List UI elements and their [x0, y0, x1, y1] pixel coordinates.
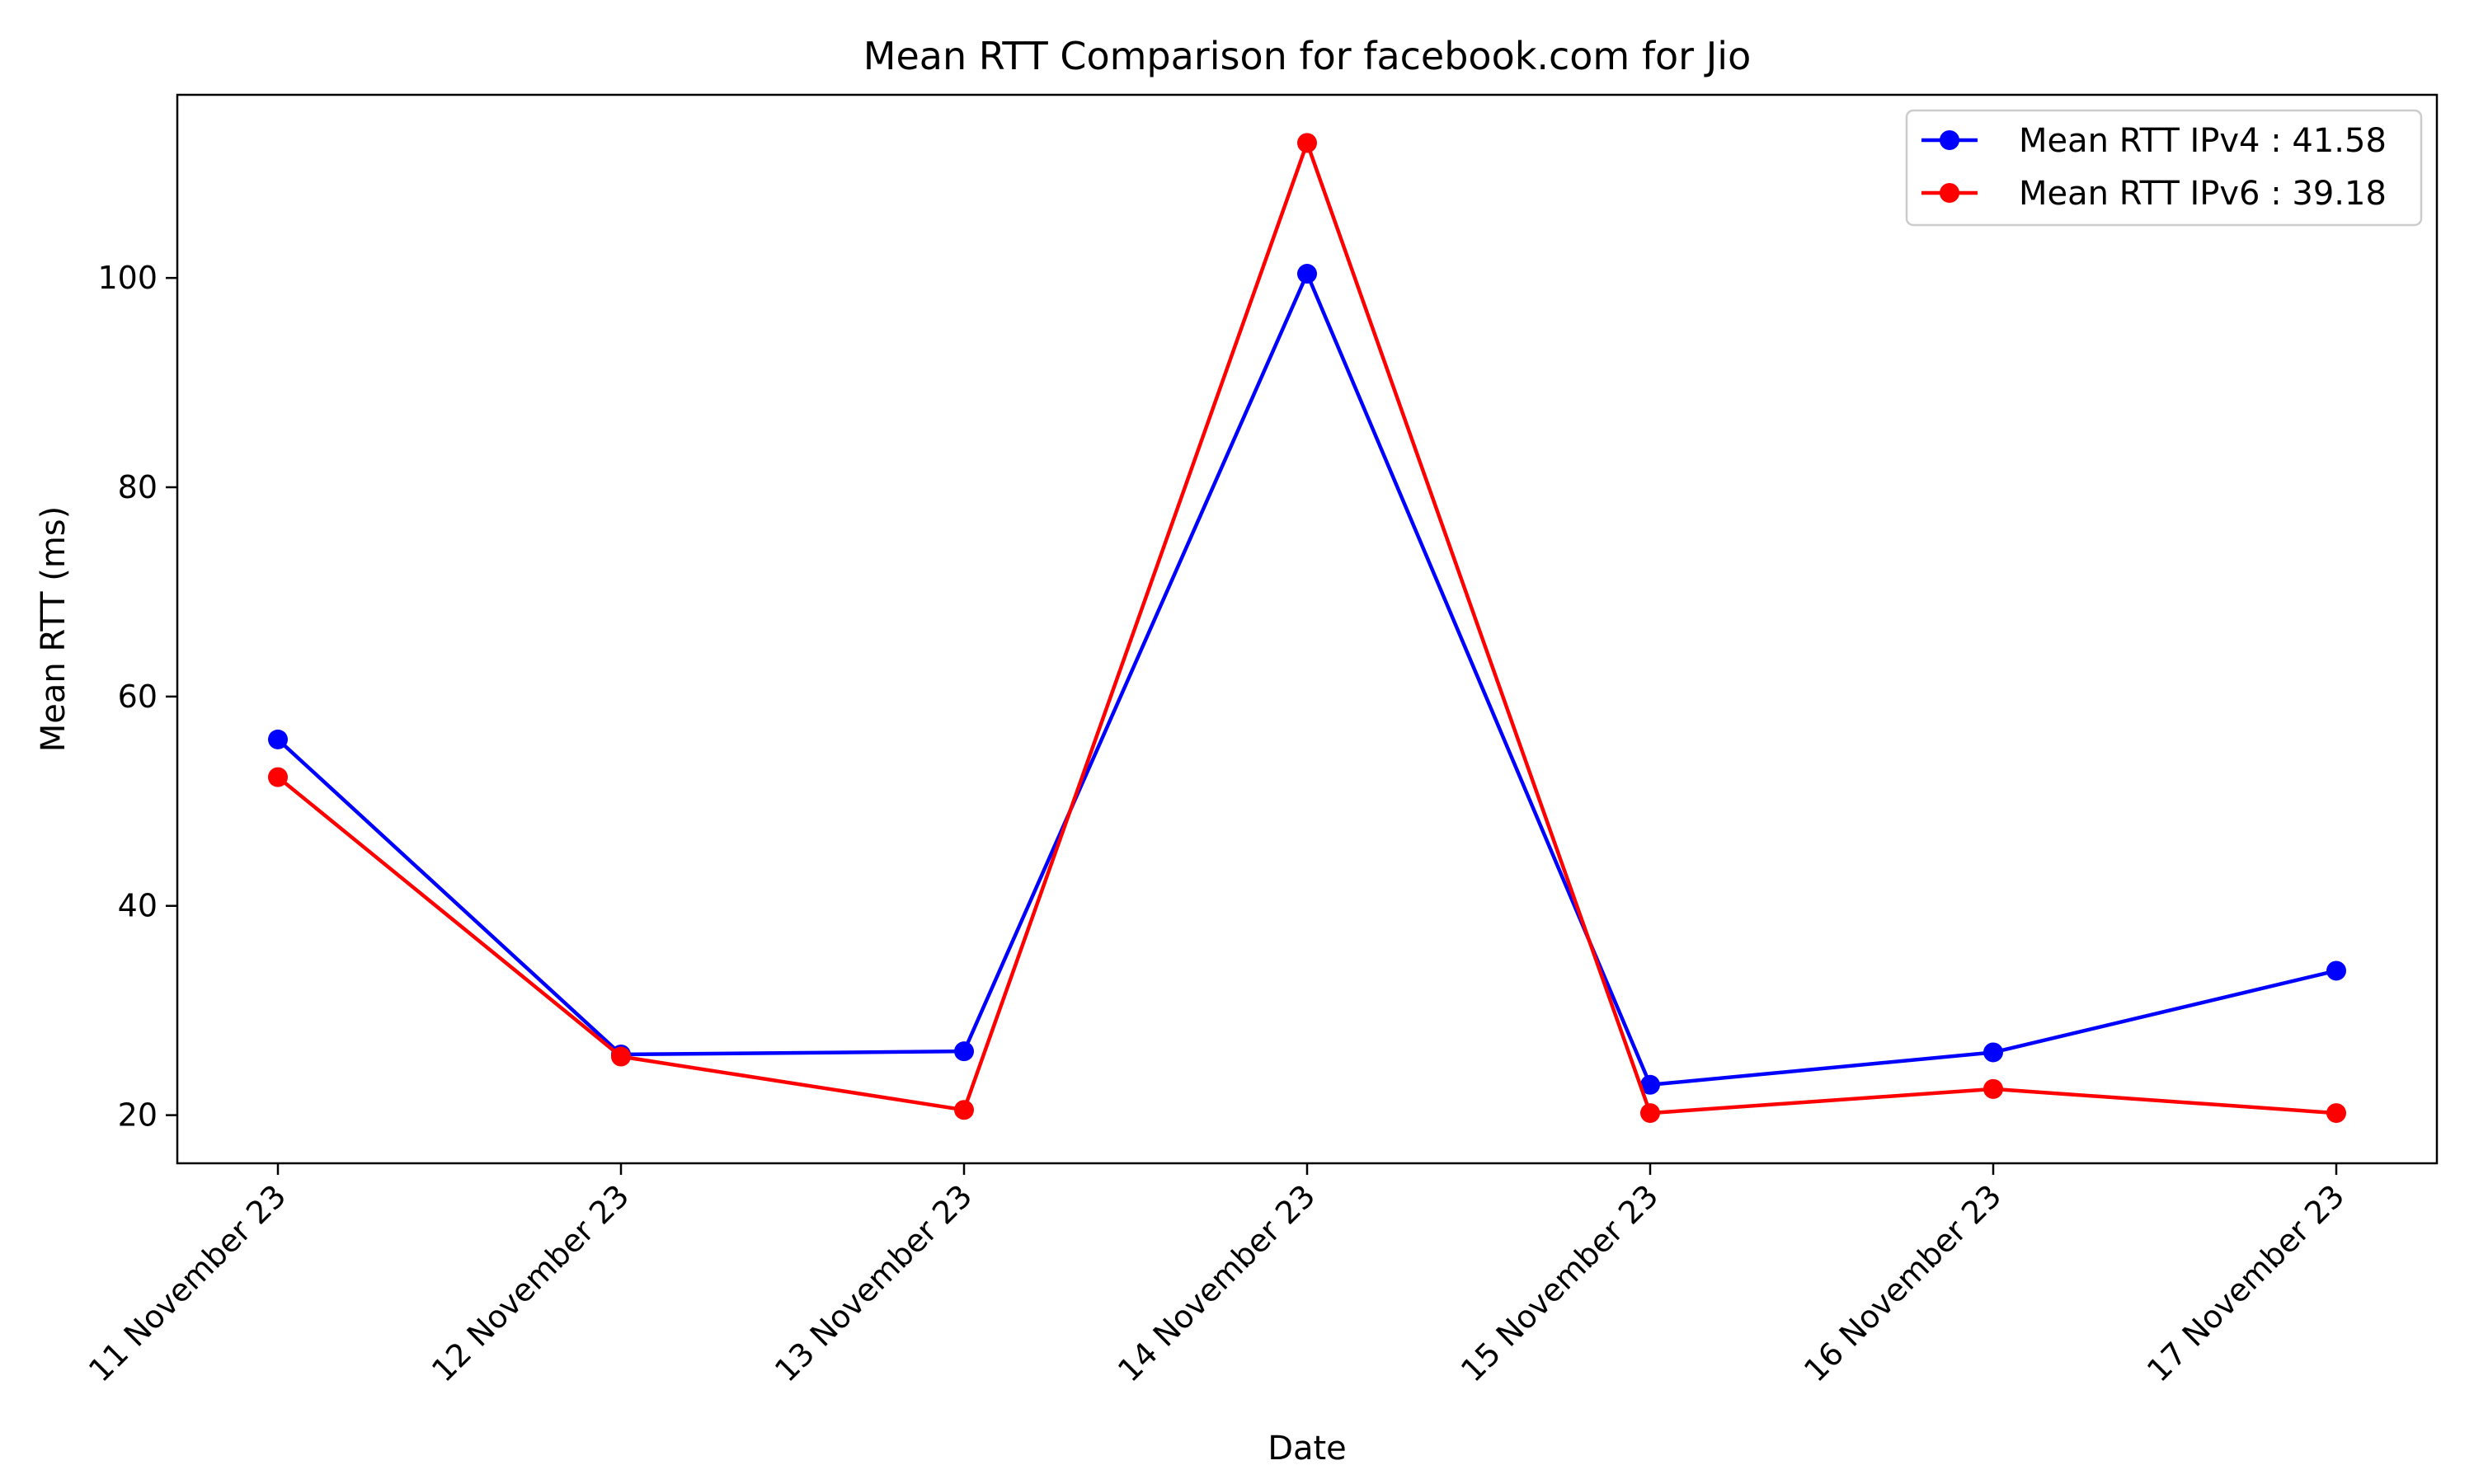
- data-point: [611, 1046, 631, 1067]
- data-point: [1640, 1074, 1660, 1095]
- data-point: [1640, 1103, 1660, 1124]
- data-point: [1983, 1042, 2003, 1063]
- y-axis-label: Mean RTT (ms): [35, 506, 73, 752]
- legend-label: Mean RTT IPv4 : 41.58: [2019, 122, 2387, 160]
- legend-swatch-marker: [1940, 183, 1959, 203]
- x-tick-label: 17 November 23: [2140, 1177, 2351, 1388]
- x-axis-label: Date: [1268, 1430, 1347, 1468]
- legend: Mean RTT IPv4 : 41.58 Mean RTT IPv6 : 39.…: [1905, 109, 2423, 227]
- data-point: [2326, 960, 2346, 981]
- x-tick-label: 16 November 23: [1797, 1177, 2008, 1388]
- x-axis-ticks: 11 November 23 12 November 23 13 November …: [82, 1163, 2351, 1389]
- data-point: [954, 1041, 974, 1062]
- x-tick-label: 11 November 23: [82, 1177, 293, 1388]
- data-point: [1297, 133, 1317, 153]
- series-line-2: [276, 141, 2337, 1115]
- x-tick-label: 15 November 23: [1454, 1177, 1665, 1388]
- data-point: [954, 1100, 974, 1120]
- data-point: [268, 767, 288, 787]
- data-point: [268, 729, 288, 749]
- series-line-1: [276, 271, 2337, 1087]
- x-tick-label: 13 November 23: [768, 1177, 979, 1388]
- x-tick-label: 12 November 23: [425, 1177, 636, 1388]
- data-point: [1983, 1078, 2003, 1099]
- y-tick-label: 20: [118, 1097, 158, 1134]
- plot-frame: [176, 93, 2439, 1165]
- y-tick-label: 60: [118, 679, 158, 715]
- data-point: [2326, 1103, 2346, 1124]
- legend-label: Mean RTT IPv6 : 39.18: [2019, 175, 2387, 213]
- y-tick-label: 100: [97, 260, 158, 296]
- x-tick-label: 14 November 23: [1111, 1177, 1322, 1388]
- series-layer: [268, 133, 2346, 1124]
- y-tick-label: 80: [118, 469, 158, 505]
- y-tick-label: 40: [118, 888, 158, 924]
- legend-box: [1905, 109, 2423, 227]
- chart-title: Mean RTT Comparison for facebook.com for…: [863, 34, 1751, 78]
- legend-swatch-marker: [1940, 130, 1959, 150]
- data-point: [1297, 264, 1317, 284]
- y-axis-ticks: 20 40 60 80 100: [97, 260, 177, 1134]
